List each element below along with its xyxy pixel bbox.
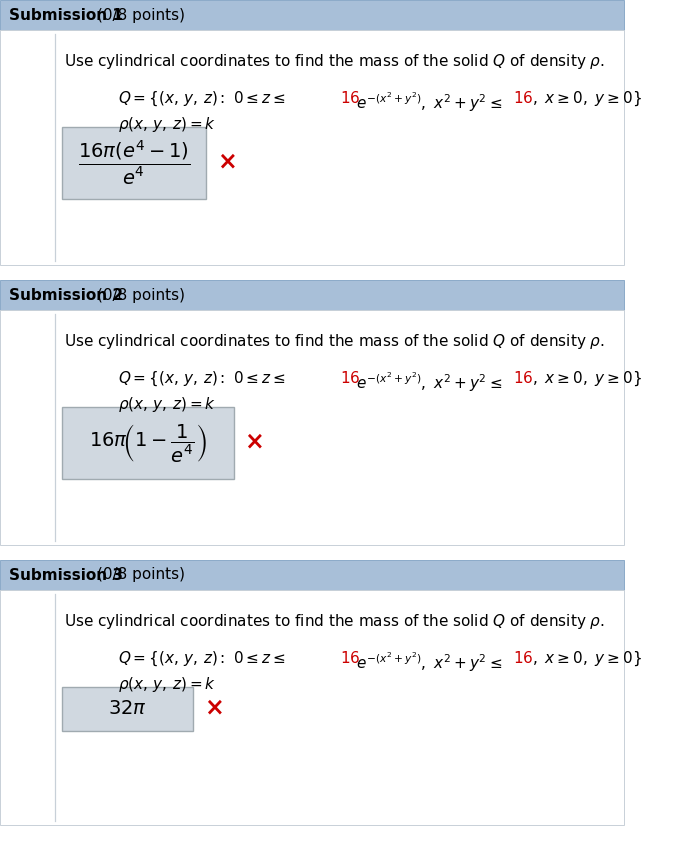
FancyBboxPatch shape [62, 687, 192, 731]
Text: $\rho(x,\, y,\, z) = k$: $\rho(x,\, y,\, z) = k$ [118, 115, 216, 134]
FancyBboxPatch shape [62, 407, 234, 479]
Text: $16$: $16$ [513, 370, 534, 386]
Text: $\rho(x,\, y,\, z) = k$: $\rho(x,\, y,\, z) = k$ [118, 675, 216, 694]
FancyBboxPatch shape [0, 560, 624, 590]
Text: $\rho(x,\, y,\, z) = k$: $\rho(x,\, y,\, z) = k$ [118, 395, 216, 414]
Text: $\dfrac{16\pi\left(e^4-1\right)}{e^4}$: $\dfrac{16\pi\left(e^4-1\right)}{e^4}$ [78, 139, 190, 187]
Text: $e^{-(x^2+y^2)},\ x^2+y^2 \leq $: $e^{-(x^2+y^2)},\ x^2+y^2 \leq $ [357, 90, 503, 114]
FancyBboxPatch shape [62, 127, 206, 199]
Text: $16$: $16$ [513, 90, 534, 106]
Text: Submission 1: Submission 1 [9, 8, 123, 22]
Text: $\mathbf{\times}$: $\mathbf{\times}$ [217, 149, 236, 173]
Text: $Q = \{(x,\, y,\, z){:}\ 0 \leq z \leq $: $Q = \{(x,\, y,\, z){:}\ 0 \leq z \leq $ [118, 90, 286, 109]
Text: $16$: $16$ [340, 370, 361, 386]
FancyBboxPatch shape [0, 30, 624, 265]
Text: $,\ x \geq 0,\ y \geq 0\}$: $,\ x \geq 0,\ y \geq 0\}$ [532, 370, 642, 389]
Text: $16$: $16$ [513, 650, 534, 666]
FancyBboxPatch shape [0, 590, 624, 825]
Text: $e^{-(x^2+y^2)},\ x^2+y^2 \leq $: $e^{-(x^2+y^2)},\ x^2+y^2 \leq $ [357, 650, 503, 674]
Text: $,\ x \geq 0,\ y \geq 0\}$: $,\ x \geq 0,\ y \geq 0\}$ [532, 650, 642, 669]
Text: $16$: $16$ [340, 650, 361, 666]
Text: $32\pi$: $32\pi$ [108, 699, 146, 718]
Text: Submission 3: Submission 3 [9, 568, 123, 582]
Text: $,\ x \geq 0,\ y \geq 0\}$: $,\ x \geq 0,\ y \geq 0\}$ [532, 90, 642, 109]
Text: $16$: $16$ [340, 90, 361, 106]
Text: $16\pi\!\left(1 - \dfrac{1}{e^4}\right)$: $16\pi\!\left(1 - \dfrac{1}{e^4}\right)$ [89, 422, 207, 464]
Text: $e^{-(x^2+y^2)},\ x^2+y^2 \leq $: $e^{-(x^2+y^2)},\ x^2+y^2 \leq $ [357, 370, 503, 394]
FancyBboxPatch shape [0, 310, 624, 545]
Text: Use cylindrical coordinates to find the mass of the solid $Q$ of density $\rho$.: Use cylindrical coordinates to find the … [64, 332, 605, 351]
Text: $Q = \{(x,\, y,\, z){:}\ 0 \leq z \leq $: $Q = \{(x,\, y,\, z){:}\ 0 \leq z \leq $ [118, 370, 286, 389]
Text: Use cylindrical coordinates to find the mass of the solid $Q$ of density $\rho$.: Use cylindrical coordinates to find the … [64, 612, 605, 631]
FancyBboxPatch shape [0, 280, 624, 310]
Text: (0/8 points): (0/8 points) [98, 8, 185, 22]
Text: Submission 2: Submission 2 [9, 288, 123, 302]
Text: (0/8 points): (0/8 points) [98, 568, 185, 582]
Text: (0/8 points): (0/8 points) [98, 288, 185, 302]
Text: $\mathbf{\times}$: $\mathbf{\times}$ [203, 695, 223, 719]
Text: $Q = \{(x,\, y,\, z){:}\ 0 \leq z \leq $: $Q = \{(x,\, y,\, z){:}\ 0 \leq z \leq $ [118, 650, 286, 669]
Text: Use cylindrical coordinates to find the mass of the solid $Q$ of density $\rho$.: Use cylindrical coordinates to find the … [64, 52, 605, 71]
Text: $\mathbf{\times}$: $\mathbf{\times}$ [245, 429, 263, 453]
FancyBboxPatch shape [0, 0, 624, 30]
